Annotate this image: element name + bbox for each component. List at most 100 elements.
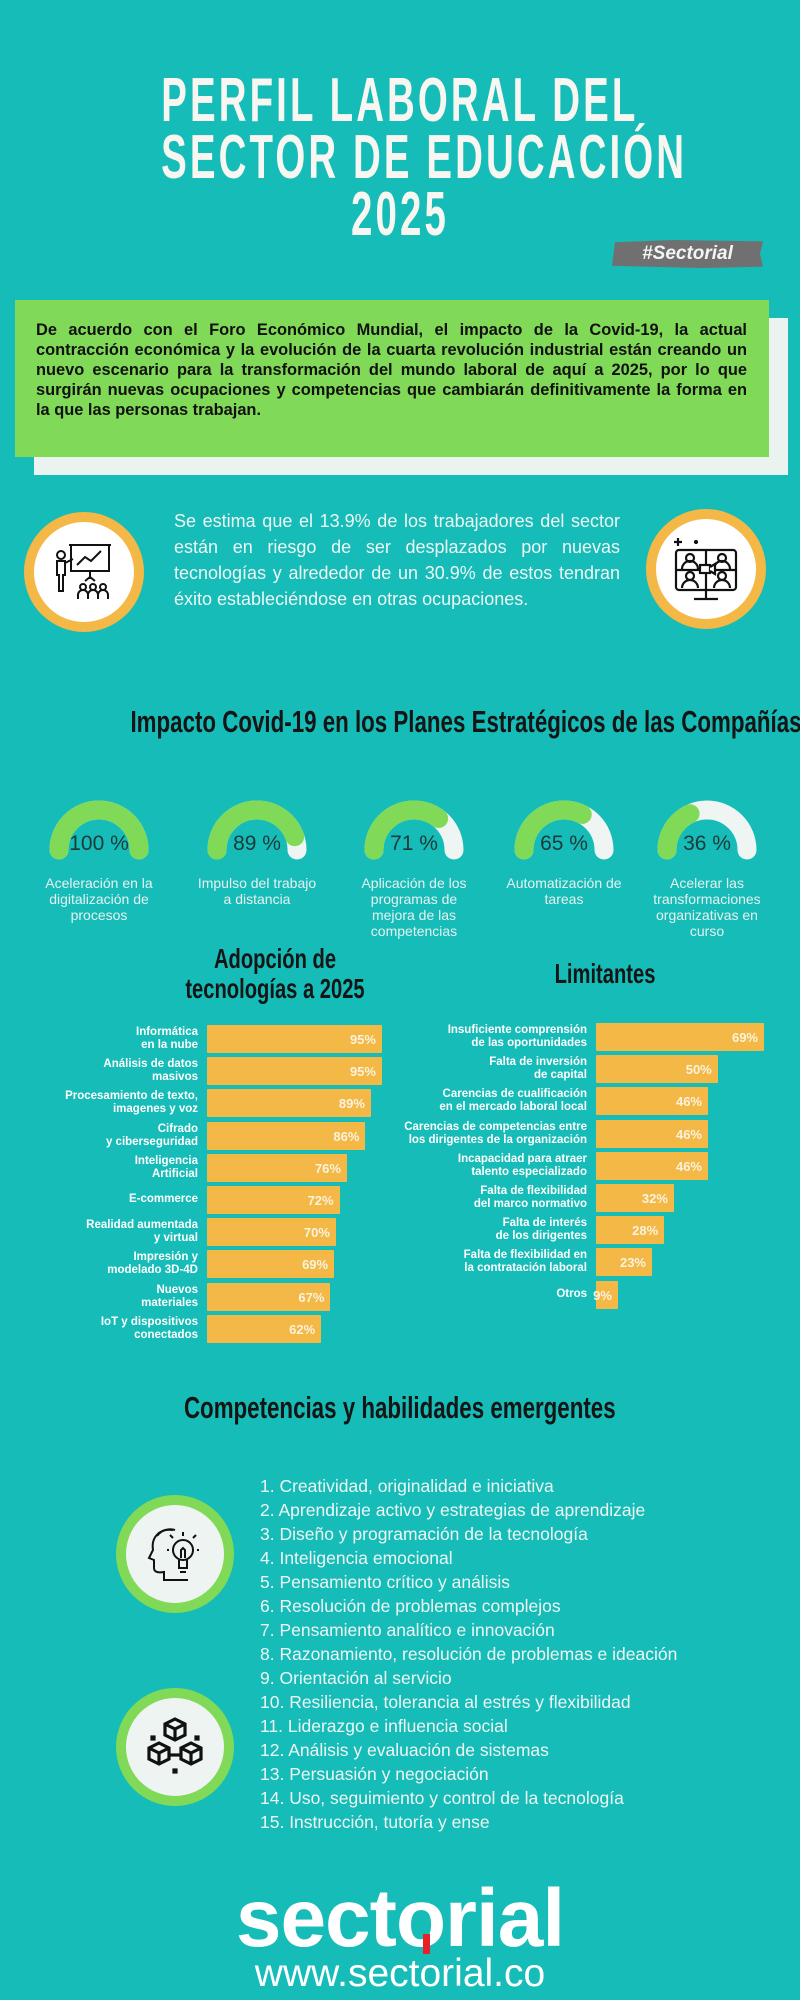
skill-item: 3. Diseño y programación de la tecnologí…: [260, 1524, 588, 1544]
gauge-arc: [514, 800, 614, 860]
bar-value: 46%: [675, 1126, 702, 1142]
gauge-fill: [364, 800, 464, 860]
skill-item: 6. Resolución de problemas complejos: [260, 1596, 561, 1616]
bar-label: Carencias de competencias entre los dirig…: [404, 1120, 587, 1146]
skills-heading: Competencias y habilidades emergentes: [0, 1390, 800, 1426]
bar-value: 28%: [632, 1223, 659, 1239]
gauge-label: Acelerar las transformaciones organizati…: [653, 875, 761, 939]
website-url: www.sectorial.co: [254, 1952, 546, 1995]
gauge-fill: [657, 800, 757, 860]
gauge: 71 % Aplicación de los programas de mejor…: [344, 800, 484, 939]
bar-value: 76%: [314, 1160, 341, 1176]
bar-value: 72%: [307, 1193, 334, 1208]
bar-value: 46%: [675, 1094, 702, 1110]
gauge: 100 % Aceleración en la digitalización de…: [29, 800, 169, 923]
gauge: 65 % Automatización de tareas: [494, 800, 634, 907]
adoption-title: Adopción de tecnologías a 2025: [185, 943, 365, 1004]
gauge-arc: [364, 800, 464, 860]
adoption-heading: Adopción de tecnologías a 2025: [130, 944, 420, 1004]
head-lightbulb-icon: [116, 1495, 234, 1613]
video-conference-icon: [646, 509, 766, 629]
bar-label: Realidad aumentada y virtual: [86, 1219, 198, 1245]
bar: 69%: [596, 1023, 764, 1051]
skill-item: 2. Aprendizaje activo y estrategias de a…: [260, 1500, 646, 1520]
bar-value: 23%: [619, 1255, 646, 1271]
bar-label: Falta de inversión de capital: [489, 1056, 587, 1082]
skill-item: 12. Análisis y evaluación de sistemas: [260, 1740, 549, 1760]
bar-label: Falta de interés de los dirigentes: [495, 1217, 587, 1243]
gauge: 89 % Impulso del trabajo a distancia: [187, 800, 327, 907]
limitantes-heading: Limitantes: [500, 958, 710, 990]
bar-label: Incapacidad para atraer talento especiali…: [457, 1152, 587, 1178]
gauge-label: Automatización de tareas: [506, 875, 622, 907]
gauge: 36 % Acelerar las transformaciones organi…: [637, 800, 777, 939]
gauge-label: Aceleración en la digitalización de proc…: [45, 875, 153, 923]
skill-item: 8. Razonamiento, resolución de problemas…: [260, 1644, 678, 1664]
impact-heading: Impacto Covid-19 en los Planes Estratégi…: [0, 704, 800, 740]
bar: 32%: [596, 1184, 674, 1212]
bar-label: Insuficiente comprensión de las oportunid…: [447, 1024, 587, 1049]
gauge-arc: [657, 800, 757, 860]
hashtag-badge: #Sectorial: [612, 240, 763, 268]
bar: 46%: [596, 1151, 708, 1180]
gauge-value: 36 %: [683, 832, 731, 855]
gauge-arc: [207, 800, 307, 860]
bar: 95%: [207, 1025, 382, 1053]
bar-label: Cifrado y ciberseguridad: [105, 1122, 198, 1148]
skill-item: 7. Pensamiento analítico e innovación: [260, 1620, 555, 1640]
bar-label: Falta de flexibilidad del marco normativo: [473, 1185, 587, 1210]
bar-value: 9%: [593, 1287, 612, 1303]
bar-label: Carencias de cualificación en el mercado …: [439, 1088, 587, 1114]
intro-text: De acuerdo con el Foro Económico Mundial…: [36, 321, 747, 419]
bar: 89%: [207, 1089, 371, 1118]
bar: 62%: [207, 1314, 322, 1343]
bar-value: 32%: [641, 1191, 668, 1206]
bar-label: Procesamiento de texto, imagenes y voz: [65, 1090, 198, 1116]
bar: 28%: [596, 1216, 665, 1245]
bar-value: 86%: [333, 1128, 360, 1144]
gauge-fill: [49, 800, 149, 860]
gauge-fill: [207, 800, 307, 860]
bar: 23%: [596, 1248, 652, 1277]
bar-label: Falta de flexibilidad en la contratación …: [463, 1249, 587, 1275]
gauge-arc: [49, 800, 149, 860]
bar-value: 46%: [675, 1158, 702, 1174]
bar: 76%: [207, 1153, 347, 1182]
skill-item: 13. Persuasión y negociación: [260, 1764, 489, 1784]
sectorial-logo: sectorial: [0, 1872, 800, 1966]
bar: 69%: [207, 1250, 335, 1279]
skill-item: 1. Creatividad, originalidad e iniciativ…: [260, 1476, 554, 1496]
skill-item: 4. Inteligencia emocional: [260, 1548, 453, 1568]
skill-item: 11. Liderazgo e influencia social: [260, 1716, 508, 1736]
skill-item: 5. Pensamiento crítico y análisis: [260, 1572, 510, 1592]
title-line: PERFIL LABORAL DEL: [161, 66, 639, 135]
bar-value: 69%: [731, 1030, 758, 1045]
bar: 46%: [596, 1119, 708, 1148]
bar-value: 89%: [338, 1096, 365, 1112]
intro-box: De acuerdo con el Foro Económico Mundial…: [15, 300, 769, 457]
estimate-text: Se estima que el 13.9% de los trabajador…: [174, 511, 620, 609]
skills-title: Competencias y habilidades emergentes: [184, 1390, 616, 1425]
logo-red-bar: [423, 1934, 430, 1954]
skills-list: 1. Creatividad, originalidad e iniciativ…: [260, 1474, 677, 1834]
limitantes-title: Limitantes: [554, 958, 656, 989]
bar-value: 62%: [289, 1321, 316, 1337]
gauge-fill: [514, 800, 614, 860]
bar-value: 50%: [685, 1062, 712, 1078]
bar-value: 70%: [303, 1225, 330, 1241]
bar-value: 67%: [298, 1289, 325, 1305]
bar: 70%: [207, 1218, 336, 1247]
bar-label: Informática en la nube: [136, 1026, 198, 1051]
title-line: 2025: [351, 180, 449, 249]
bar-label: IoT y dispositivos conectados: [100, 1315, 198, 1341]
bar-value: 95%: [349, 1064, 376, 1080]
title-line: SECTOR DE EDUCACIÓN: [161, 123, 688, 192]
bar-label: Nuevos materiales: [141, 1283, 198, 1309]
gauge-value: 89 %: [233, 832, 281, 855]
gauge-value: 100 %: [69, 832, 129, 855]
impact-title: Impacto Covid-19 en los Planes Estratégi…: [130, 704, 800, 739]
bar-value: 95%: [349, 1032, 376, 1047]
bar-label: E-commerce: [128, 1193, 198, 1205]
skill-item: 10. Resiliencia, tolerancia al estrés y …: [260, 1692, 631, 1712]
gauge-value: 65 %: [540, 832, 588, 855]
